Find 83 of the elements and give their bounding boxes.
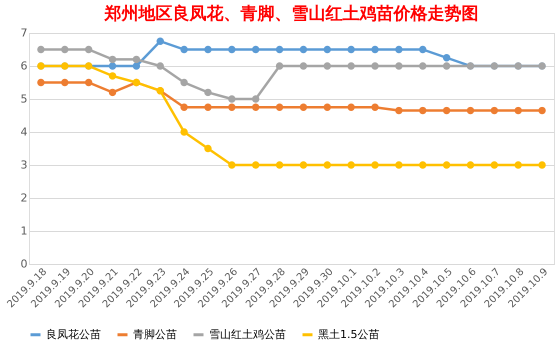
point xyxy=(156,38,164,45)
point xyxy=(132,56,140,64)
point xyxy=(228,46,236,54)
point xyxy=(442,106,450,114)
point xyxy=(395,161,403,169)
point xyxy=(538,106,546,114)
point xyxy=(300,46,308,54)
point xyxy=(37,46,45,54)
y-tick-label: 0 xyxy=(20,258,28,270)
point xyxy=(180,128,188,136)
point xyxy=(324,46,332,54)
point xyxy=(395,106,403,114)
point xyxy=(300,62,308,70)
point xyxy=(228,104,236,111)
point xyxy=(37,78,45,86)
point xyxy=(156,62,164,70)
point xyxy=(108,88,116,96)
point xyxy=(324,104,332,111)
point xyxy=(276,161,284,169)
point xyxy=(180,46,188,54)
point xyxy=(84,46,92,54)
legend-label: 良凤花公苗 xyxy=(46,328,101,341)
point xyxy=(276,62,284,70)
point xyxy=(514,161,522,169)
point xyxy=(442,54,450,62)
point xyxy=(228,161,236,169)
point xyxy=(395,62,403,70)
y-tick-label: 6 xyxy=(20,60,28,72)
point xyxy=(347,62,355,70)
point xyxy=(490,161,498,169)
point xyxy=(347,46,355,54)
point xyxy=(466,161,474,169)
point xyxy=(419,106,426,114)
point xyxy=(324,161,332,169)
point xyxy=(108,62,116,70)
point xyxy=(300,161,308,169)
point xyxy=(466,106,474,114)
point xyxy=(371,46,379,54)
point xyxy=(84,78,92,86)
point xyxy=(371,161,379,169)
point xyxy=(252,46,260,54)
point xyxy=(180,78,188,86)
point xyxy=(61,78,69,86)
point xyxy=(204,88,212,96)
y-tick-label: 7 xyxy=(20,26,28,40)
legend-label: 雪山红土鸡公苗 xyxy=(209,328,286,341)
point xyxy=(108,72,116,80)
point xyxy=(180,104,188,111)
point xyxy=(108,56,116,64)
point xyxy=(442,62,450,70)
point xyxy=(419,62,426,70)
point xyxy=(395,46,403,54)
y-tick-label: 2 xyxy=(20,192,28,204)
point xyxy=(204,46,212,54)
point xyxy=(324,62,332,70)
point xyxy=(204,144,212,152)
point xyxy=(347,161,355,169)
point xyxy=(371,104,379,111)
legend-label: 青脚公苗 xyxy=(133,328,177,341)
legend-label: 黑土1.5公苗 xyxy=(318,328,380,341)
chart-title: 郑州地区良凤花、青脚、雪山红土鸡苗价格走势图 xyxy=(104,4,478,24)
point xyxy=(132,62,140,70)
point xyxy=(228,95,236,103)
point xyxy=(490,106,498,114)
point xyxy=(514,106,522,114)
point xyxy=(276,104,284,111)
point xyxy=(252,104,260,111)
point xyxy=(300,104,308,111)
point xyxy=(204,104,212,111)
y-tick-label: 1 xyxy=(20,224,28,238)
point xyxy=(419,46,426,54)
point xyxy=(371,62,379,70)
point xyxy=(252,161,260,169)
point xyxy=(276,46,284,54)
point xyxy=(252,95,260,103)
point xyxy=(538,161,546,169)
point xyxy=(419,161,426,169)
point xyxy=(347,104,355,111)
y-tick-label: 4 xyxy=(20,126,28,138)
y-tick-label: 3 xyxy=(20,158,28,172)
point xyxy=(442,161,450,169)
y-tick-label: 5 xyxy=(20,92,28,106)
point xyxy=(61,46,69,54)
